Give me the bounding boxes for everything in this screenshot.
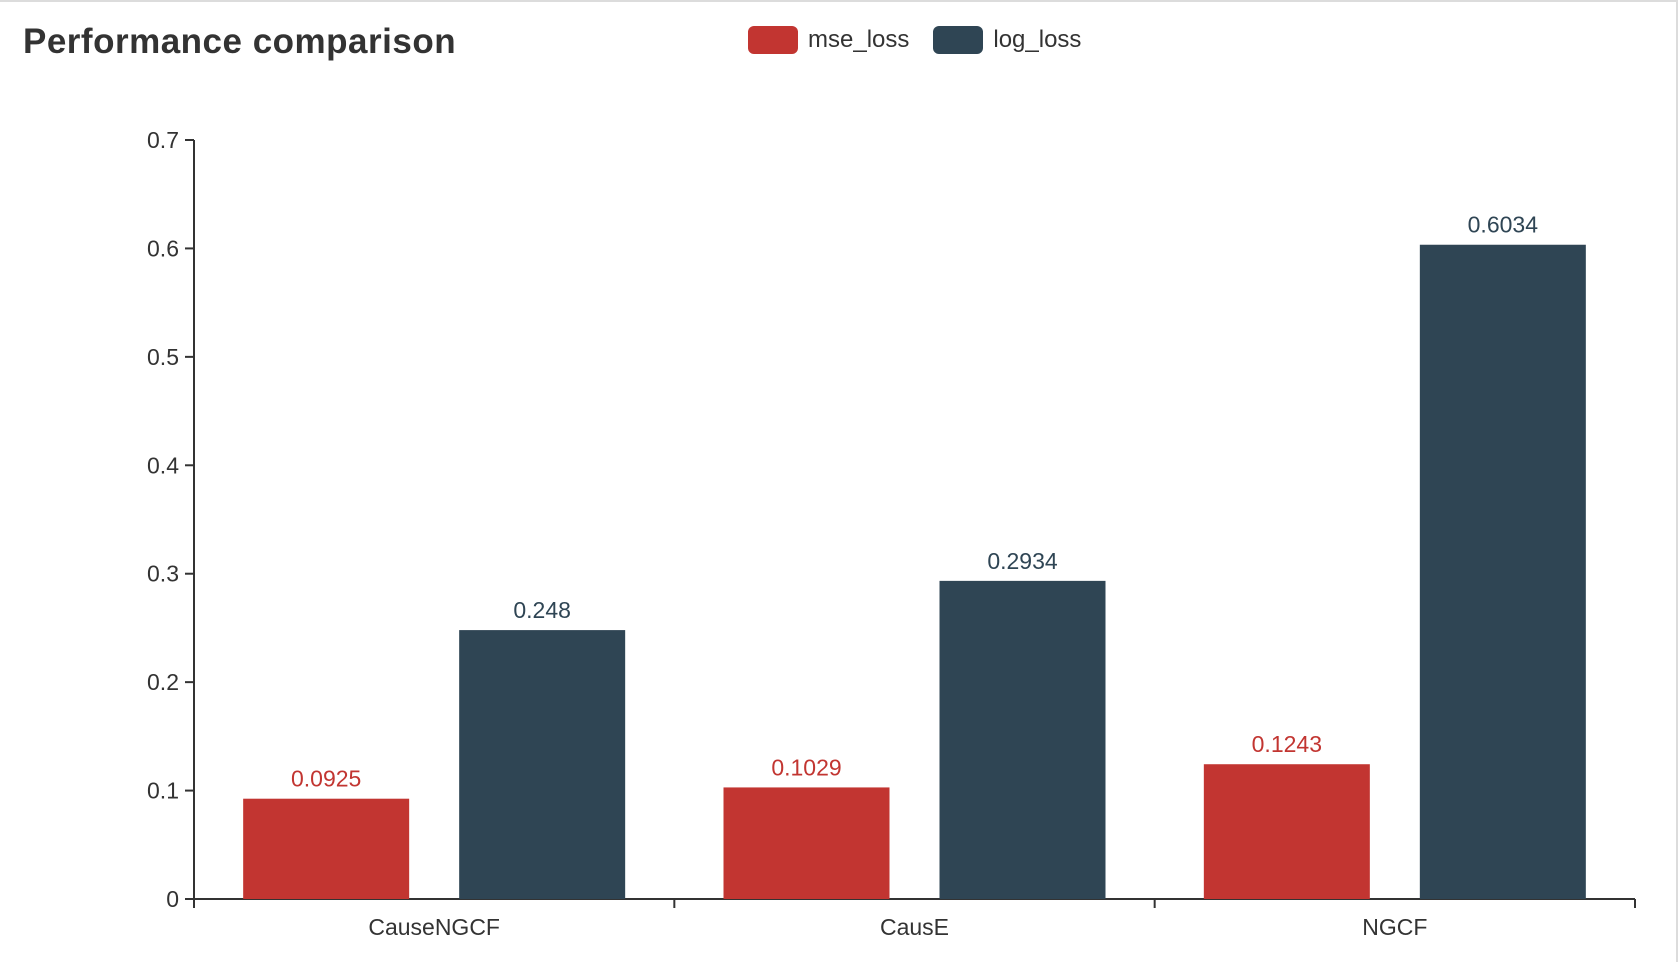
value-label: 0.1029 (771, 754, 841, 780)
legend-swatch-mse-loss (748, 26, 798, 54)
bar-mse-loss-cause[interactable] (723, 787, 890, 899)
x-tick-label: NGCF (1362, 914, 1427, 940)
y-tick-label: 0.1 (147, 778, 179, 804)
y-axis: 0 0.1 0.2 0.3 0.4 0.5 0.6 0.7 (147, 127, 195, 912)
y-tick-label: 0.3 (147, 561, 179, 587)
bar-log-loss-cause[interactable] (939, 580, 1106, 899)
y-tick-label: 0.5 (147, 344, 179, 370)
legend-swatch-log-loss (933, 26, 984, 54)
value-label: 0.248 (513, 597, 571, 623)
legend-label-log-loss: log_loss (993, 26, 1082, 53)
legend-item-log-loss[interactable]: log_loss (933, 26, 1081, 54)
y-tick-label: 0.7 (147, 127, 179, 153)
bar-log-loss-ngcf[interactable] (1419, 244, 1586, 899)
value-label: 0.2934 (987, 548, 1058, 574)
value-labels: 0.0925 0.248 0.1029 0.2934 0.1243 0.6034 (291, 212, 1538, 792)
value-label: 0.1243 (1252, 731, 1322, 757)
y-tick-label: 0.4 (147, 452, 179, 478)
bar-log-loss-causengcf[interactable] (459, 630, 626, 899)
x-tick-label: CausE (880, 914, 949, 940)
chart-title: Performance comparison (23, 22, 457, 61)
bar-mse-loss-ngcf[interactable] (1203, 764, 1370, 899)
y-tick-label: 0.2 (147, 669, 179, 695)
legend-item-mse-loss[interactable]: mse_loss (748, 26, 909, 54)
value-label: 0.6034 (1468, 212, 1539, 238)
legend: mse_loss log_loss (748, 26, 1081, 54)
legend-label-mse-loss: mse_loss (808, 26, 910, 53)
x-axis: CauseNGCF CausE NGCF (193, 898, 1636, 940)
bars (243, 244, 1586, 899)
y-tick-label: 0 (166, 886, 179, 912)
x-tick-label: CauseNGCF (368, 914, 500, 940)
y-tick-label: 0.6 (147, 235, 179, 261)
value-label: 0.0925 (291, 766, 361, 792)
bar-mse-loss-causengcf[interactable] (243, 798, 410, 899)
